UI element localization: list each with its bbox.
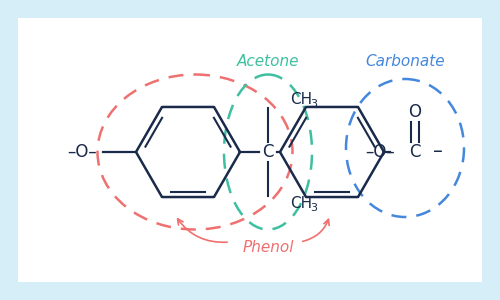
Text: Phenol: Phenol bbox=[242, 241, 294, 256]
Text: C: C bbox=[262, 143, 274, 161]
Text: CH: CH bbox=[290, 92, 312, 107]
Text: Acetone: Acetone bbox=[237, 55, 299, 70]
Text: 3: 3 bbox=[310, 203, 317, 213]
FancyBboxPatch shape bbox=[18, 18, 482, 282]
Text: –: – bbox=[433, 142, 443, 161]
Text: C: C bbox=[409, 143, 421, 161]
Text: 3: 3 bbox=[310, 99, 317, 109]
Text: CH: CH bbox=[290, 196, 312, 211]
Text: O: O bbox=[408, 103, 422, 121]
Text: Carbonate: Carbonate bbox=[365, 55, 445, 70]
Text: –O–: –O– bbox=[67, 143, 97, 161]
Text: –O–: –O– bbox=[365, 143, 395, 161]
